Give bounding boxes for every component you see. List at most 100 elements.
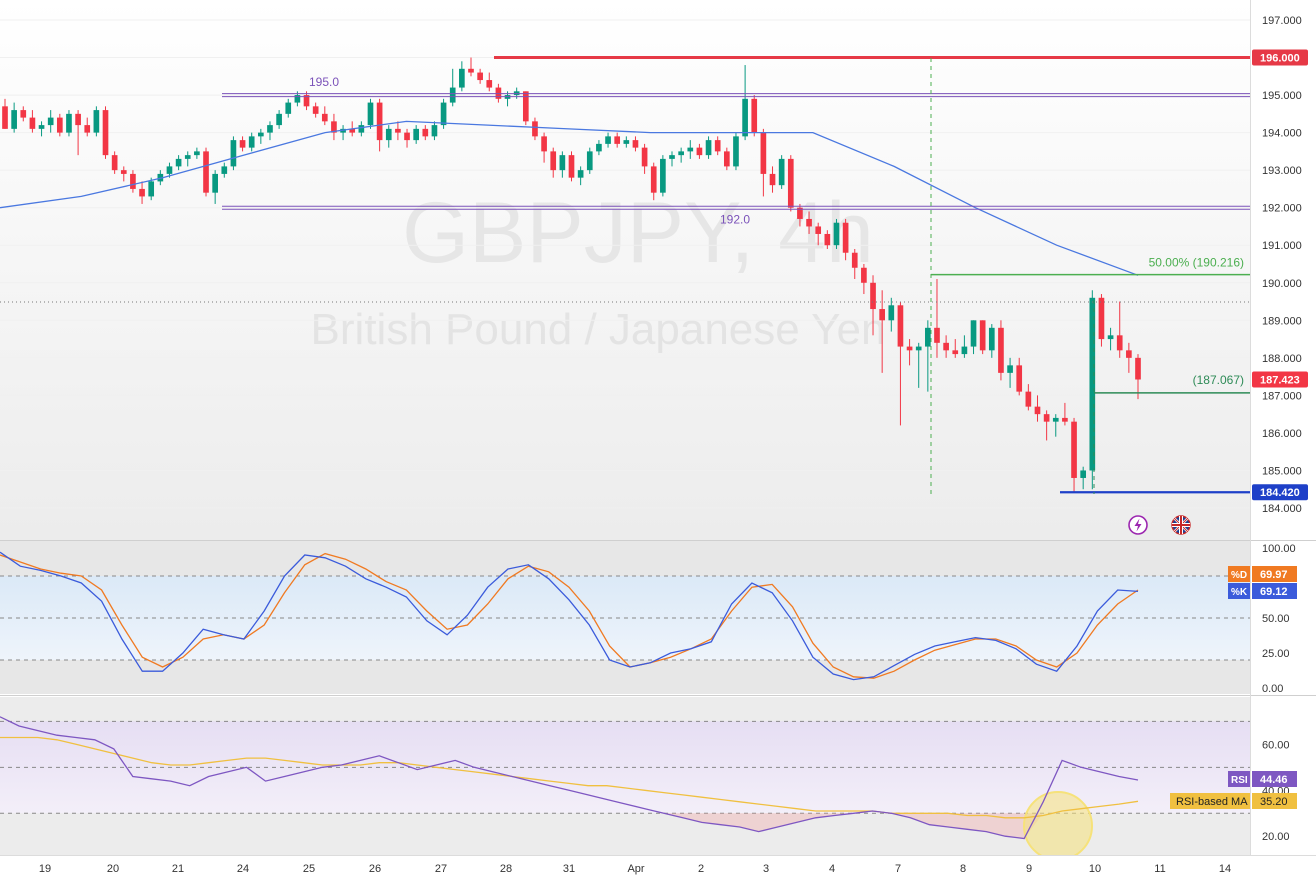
candle-body [47,117,54,126]
candle-body [276,113,282,126]
candle-body [38,125,45,129]
candle-body [102,110,109,156]
time-tick-label: 7 [895,863,901,875]
candle-body [797,207,803,219]
time-tick-label: 8 [960,863,966,875]
candle-body [75,113,81,126]
candle-body [705,140,712,156]
candle-body [1089,297,1096,471]
price-tick-label: 192.000 [1262,203,1302,215]
candle-body [431,125,438,137]
support-192-label: 192.0 [720,213,750,227]
candle-body [632,140,639,148]
candle-body [56,117,63,133]
candle-body [221,166,228,174]
stoch-tick-label: 50.00 [1262,613,1290,625]
candle-body [312,106,319,114]
candle-body [1080,470,1087,478]
candle-body [29,117,36,129]
candle-body [550,151,557,171]
time-tick-label: 14 [1219,863,1231,875]
candle-body [751,98,758,133]
candle-body [1135,357,1141,380]
candle-body [20,110,27,118]
candle-body [742,98,748,137]
candle-body [577,170,584,178]
candle-body [175,158,182,167]
candle-body [1043,414,1050,422]
rsi-tick-label: 60.00 [1262,739,1290,751]
candle-body [614,136,621,144]
rsi-line [0,716,1139,840]
candle-body [148,181,155,197]
rsi-plot [0,716,1250,855]
candle-body [321,113,328,122]
candle-body [203,151,209,193]
time-tick-label: Apr [627,863,644,875]
rsi-oversold-fill [0,813,1138,839]
candle-body [2,106,8,129]
candle-body [449,87,456,103]
candle-body [230,140,237,167]
candle-body [861,267,867,283]
rsi-ma-name-tag [1170,793,1250,809]
candle-body [687,147,694,152]
price-tick-label: 191.000 [1262,240,1302,252]
candle-body [130,173,136,189]
candle-body [769,173,776,186]
fib-50-label: 50.00% (190.216) [1149,256,1244,270]
time-tick-label: 28 [500,863,512,875]
candle-body [285,102,292,114]
candle-body [166,166,173,174]
candle-body [1116,335,1123,351]
candle-body [404,132,410,141]
candle-body [459,68,465,88]
candle-body [139,188,145,197]
price-tick-label: 195.000 [1262,90,1302,102]
candle-body [970,320,977,347]
price-tick-label: 190.000 [1262,278,1302,290]
candle-body [486,80,493,88]
resistance-196-tag [1252,49,1308,66]
candle-body [349,128,356,133]
candle-body [678,151,684,156]
rsi-tick-label: 20.00 [1262,831,1290,843]
candle-body [833,222,840,246]
stoch-tick-label: 25.00 [1262,648,1290,660]
candle-body [1126,350,1132,358]
candle-body [879,309,885,321]
candle-body [714,140,721,152]
resistance-195-label: 195.0 [309,75,339,89]
stoch-name-tag [1228,566,1250,582]
candle-body [888,305,895,321]
candle-body [413,128,420,141]
candle-body [605,136,611,144]
candle-body [194,151,200,156]
candle-body [1007,365,1013,373]
candle-body [303,95,310,107]
candle-body [787,158,794,208]
stoch-series-k [0,551,1139,681]
candle-body [331,121,337,133]
uk-flag-icon[interactable] [1171,515,1191,535]
candle-body [395,128,401,133]
candle-body [212,173,218,193]
time-tick-label: 9 [1026,863,1032,875]
candle-body [11,110,17,129]
candle-body [422,128,429,137]
candle-body [1052,417,1059,422]
candle-body [120,170,127,174]
candle-body [778,158,785,186]
candle-body [988,327,995,351]
candle-body [267,125,273,133]
current-price-tag [1252,371,1308,388]
candle-body [723,151,730,167]
lightning-icon[interactable] [1128,515,1148,535]
candle-body [440,102,447,126]
rsi-ma-value-label: 35.20 [1260,796,1288,808]
candle-body [294,95,301,103]
sma-line [0,120,1139,276]
level-187-label: (187.067) [1193,373,1244,387]
candle-body [184,155,191,159]
candle-body [367,102,374,126]
